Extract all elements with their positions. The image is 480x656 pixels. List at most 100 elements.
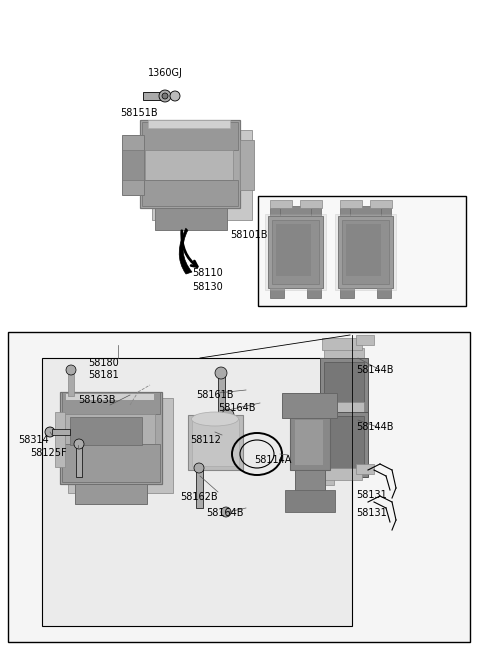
Text: 58110: 58110	[192, 268, 223, 278]
Bar	[285, 490, 335, 512]
Bar	[272, 220, 319, 284]
Bar	[324, 416, 364, 473]
Bar	[311, 208, 321, 216]
Circle shape	[222, 409, 234, 421]
Bar	[52, 429, 70, 435]
Text: 58162B: 58162B	[180, 492, 217, 502]
Bar	[322, 423, 334, 431]
Bar	[381, 208, 391, 216]
Bar	[192, 419, 239, 466]
Bar	[76, 445, 82, 477]
Text: 1360GJ: 1360GJ	[148, 68, 183, 78]
Bar	[8, 332, 470, 642]
Bar	[282, 393, 337, 418]
Bar	[343, 206, 388, 216]
Bar	[338, 216, 393, 288]
Bar	[258, 196, 466, 306]
Bar	[307, 288, 321, 298]
Bar	[276, 224, 311, 276]
Circle shape	[170, 91, 180, 101]
Text: 58151B: 58151B	[120, 108, 157, 118]
Bar	[65, 414, 155, 444]
Bar	[273, 206, 318, 216]
Text: 58163B: 58163B	[78, 395, 116, 405]
Bar	[66, 394, 154, 400]
Bar	[122, 135, 144, 195]
Bar	[300, 200, 322, 208]
PathPatch shape	[179, 228, 192, 274]
Bar	[320, 412, 368, 477]
Text: 58314: 58314	[18, 435, 49, 445]
Bar	[324, 362, 364, 419]
Bar	[340, 208, 350, 216]
Bar	[240, 140, 254, 190]
Circle shape	[162, 93, 168, 99]
Bar	[122, 150, 144, 180]
Bar	[42, 358, 352, 626]
Bar	[324, 402, 364, 412]
Text: 58114A: 58114A	[254, 455, 291, 465]
Bar	[68, 398, 173, 493]
Bar	[322, 338, 362, 350]
Bar	[322, 477, 334, 485]
Bar	[322, 468, 362, 480]
Text: 58161B: 58161B	[196, 390, 233, 400]
Circle shape	[66, 365, 76, 375]
Bar	[342, 220, 389, 284]
Text: 58164B: 58164B	[218, 403, 255, 413]
Bar	[270, 200, 292, 208]
Bar	[60, 392, 162, 484]
Text: 58101B: 58101B	[230, 230, 267, 240]
Bar	[70, 417, 142, 445]
Text: 58125F: 58125F	[30, 448, 67, 458]
Bar	[62, 392, 160, 414]
Text: 58180: 58180	[88, 358, 119, 368]
Text: 58164B: 58164B	[206, 508, 243, 518]
Bar	[335, 214, 396, 290]
Bar	[55, 412, 65, 467]
Bar	[218, 375, 225, 413]
Bar	[142, 180, 238, 206]
Bar	[270, 288, 284, 298]
Bar	[320, 358, 368, 423]
Bar	[340, 200, 362, 208]
Bar	[143, 92, 161, 100]
Text: 58112: 58112	[190, 435, 221, 445]
Text: 58131: 58131	[356, 508, 387, 518]
Bar	[142, 122, 238, 150]
Bar	[140, 120, 240, 208]
Bar	[290, 415, 330, 470]
Bar	[75, 484, 147, 504]
Bar	[155, 208, 227, 230]
Bar	[295, 470, 325, 505]
Bar	[340, 288, 354, 298]
Bar	[377, 288, 391, 298]
Circle shape	[159, 90, 171, 102]
Text: 58144B: 58144B	[356, 365, 394, 375]
Bar	[356, 464, 374, 474]
Text: 58131: 58131	[356, 490, 387, 500]
Bar	[196, 470, 203, 508]
Circle shape	[215, 367, 227, 379]
Bar	[188, 415, 243, 470]
Bar	[62, 444, 160, 482]
Bar	[268, 216, 323, 288]
Ellipse shape	[192, 412, 239, 426]
Bar	[346, 224, 381, 276]
Bar	[68, 374, 74, 396]
Bar	[152, 130, 252, 220]
Text: 58181: 58181	[88, 370, 119, 380]
Text: 58144B: 58144B	[356, 422, 394, 432]
Bar	[324, 348, 364, 358]
Circle shape	[221, 507, 231, 517]
Circle shape	[45, 427, 55, 437]
Bar	[145, 150, 233, 180]
Circle shape	[194, 463, 204, 473]
Bar	[270, 208, 280, 216]
Text: 58130: 58130	[192, 282, 223, 292]
Bar	[295, 420, 323, 465]
Bar	[265, 214, 326, 290]
Bar	[148, 120, 230, 128]
Bar	[356, 335, 374, 345]
Bar	[370, 200, 392, 208]
